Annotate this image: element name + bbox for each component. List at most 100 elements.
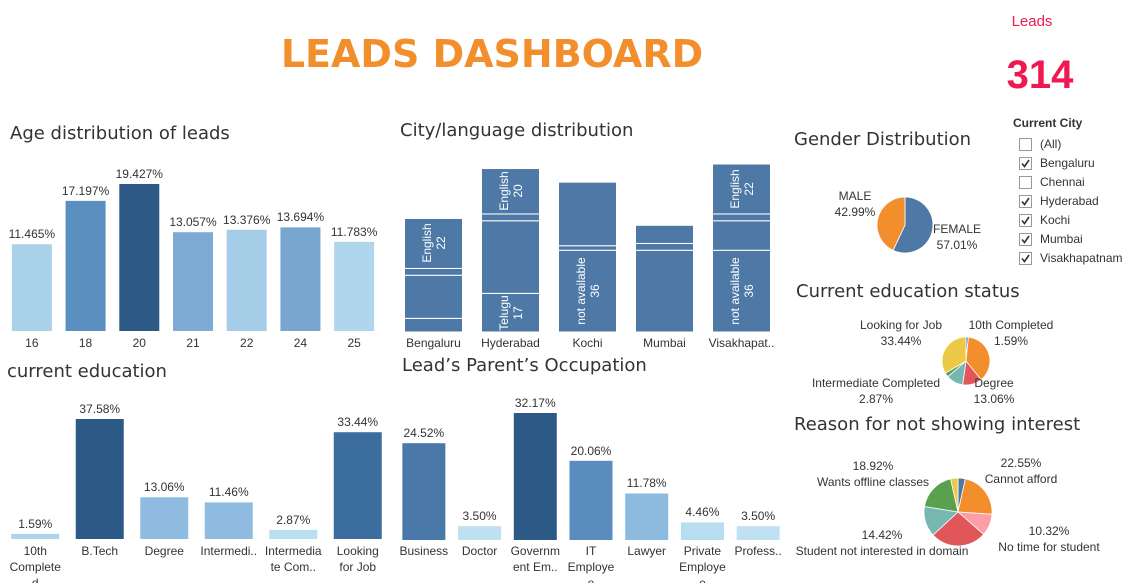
checkbox[interactable] (1019, 157, 1032, 170)
x-tick-label: Degree (144, 544, 184, 558)
value-label: 1.59% (18, 516, 53, 531)
pie-slice (965, 336, 991, 381)
checkbox[interactable] (1019, 195, 1032, 208)
filter-option: Kochi (1040, 213, 1071, 227)
pie-slice (932, 511, 985, 547)
slice-label: No time for student (998, 540, 1100, 554)
bar (269, 529, 318, 539)
x-tick-label: Hyderabad (481, 336, 540, 350)
slice-value: 10.32% (1028, 524, 1070, 538)
check-mark (1021, 159, 1030, 168)
bar-segment (404, 217, 463, 269)
slice-label: FEMALE (932, 222, 982, 236)
value-label: 2.87% (276, 512, 311, 527)
value-label: 19.427% (115, 167, 163, 181)
x-tick-label: 24 (293, 336, 308, 350)
slice-label: Wants offline classes (816, 475, 930, 489)
bar (140, 497, 189, 539)
x-tick-label: 10th Completed (9, 544, 61, 583)
filter-option: Hyderabad (1040, 194, 1099, 208)
value-label: 13.06% (143, 480, 185, 495)
bar (333, 432, 382, 539)
dashboard-title: LEADS DASHBOARD (280, 32, 704, 76)
value-label: 20.06% (570, 443, 612, 458)
checkbox[interactable] (1019, 176, 1032, 189)
pie-slice (923, 478, 959, 513)
x-tick-label: B.Tech (81, 544, 119, 558)
x-tick-label: Profess.. (734, 544, 782, 558)
slice-label: MALE (838, 189, 872, 203)
check-mark (1021, 254, 1030, 263)
filter-title: Current City (1013, 116, 1083, 130)
bar (625, 493, 669, 540)
x-tick-label: 22 (240, 336, 254, 350)
x-tick-label: 16 (25, 336, 39, 350)
filter-option: Chennai (1040, 175, 1085, 189)
kpi-value: 314 (1006, 53, 1074, 97)
bar-segment (635, 224, 694, 244)
segment-name: English (496, 171, 511, 211)
segment-name: English (727, 169, 742, 209)
slice-label: Student not interested in domain (795, 544, 969, 558)
chart-title: Lead’s Parent’s Occupation (402, 355, 647, 376)
pie-slice (950, 477, 959, 513)
bar-segment (712, 249, 771, 333)
x-tick-label: Intermedi.. (200, 544, 258, 558)
bar (569, 460, 613, 540)
checkbox[interactable] (1019, 214, 1032, 227)
segment-label: English 22 (728, 169, 756, 208)
segment-name: English (419, 223, 434, 264)
x-tick-label: Looking for Job (336, 544, 379, 574)
bar-segment (635, 242, 694, 251)
value-label: 4.46% (685, 505, 720, 520)
chart-title: Current education status (796, 281, 1020, 302)
bar-segment (481, 220, 540, 294)
filter-option: Visakhapatnam (1040, 251, 1123, 265)
bar (513, 413, 557, 540)
pie-slice (892, 196, 934, 254)
checkbox[interactable] (1019, 252, 1032, 265)
segment-label: English 22 (420, 224, 448, 263)
value-label: 13.057% (169, 215, 217, 230)
chart-title: Age distribution of leads (10, 123, 230, 144)
x-tick-label: 20 (132, 336, 146, 350)
bar-segment (712, 163, 771, 215)
bar-segment (558, 181, 617, 247)
bar-segment (558, 249, 617, 333)
check-mark (1021, 197, 1030, 206)
x-tick-label: Intermediate Com.. (264, 544, 322, 574)
x-tick-label: Business (399, 544, 449, 558)
value-label: 11.46% (208, 485, 249, 500)
segment-label: not available 36 (574, 257, 602, 324)
chart-title: Gender Distribution (794, 129, 972, 150)
x-tick-label: Mumbai (643, 336, 686, 350)
value-label: 3.50% (741, 509, 776, 524)
slice-label: Degree (974, 376, 1014, 390)
segment-value: 17 (510, 306, 525, 320)
x-tick-label: Government Em.. (510, 544, 560, 574)
chart-title: current education (7, 361, 167, 382)
pie-slice (957, 478, 993, 515)
x-tick-label: Visakhapat.. (708, 336, 775, 350)
segment-label: English 20 (497, 172, 525, 211)
bar (119, 184, 160, 331)
bar (402, 443, 446, 540)
value-label: 13.376% (223, 212, 271, 227)
x-tick-label: Lawyer (627, 544, 667, 558)
bar-segment (481, 168, 540, 215)
value-label: 24.52% (403, 426, 445, 441)
filter-option: (All) (1040, 137, 1062, 151)
segment-value: 22 (741, 182, 756, 196)
checkbox[interactable] (1019, 138, 1032, 151)
slice-value: 13.06% (973, 392, 1015, 406)
bar-segment (481, 292, 540, 333)
slice-value: 22.55% (1000, 456, 1042, 470)
bar (680, 522, 724, 540)
segment-value: 36 (587, 284, 602, 298)
bar (173, 232, 213, 331)
x-tick-label: Doctor (461, 544, 498, 558)
value-label: 33.44% (337, 415, 379, 430)
checkbox[interactable] (1019, 233, 1032, 246)
